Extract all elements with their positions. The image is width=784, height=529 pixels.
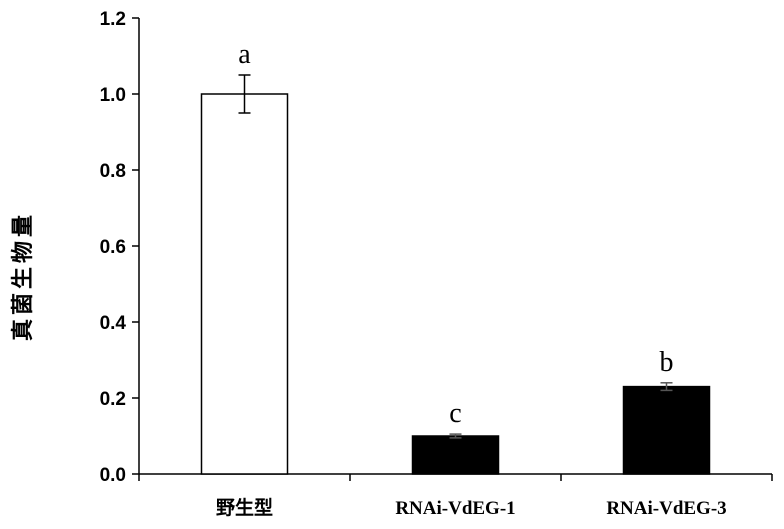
- bar: [411, 435, 500, 475]
- y-tick-label: 0.6: [100, 237, 126, 258]
- x-category-label: RNAi-VdEG-1: [395, 498, 515, 519]
- y-tick-label: 1.0: [100, 85, 126, 106]
- significance-label: a: [238, 39, 251, 70]
- y-tick-label: 1.2: [100, 9, 126, 30]
- bars: [200, 74, 711, 475]
- y-tick-label: 0.4: [100, 313, 127, 334]
- y-tick-label: 0.2: [100, 389, 126, 410]
- y-tick-label: 0.0: [100, 465, 126, 486]
- bar: [200, 93, 289, 475]
- y-tick-label: 0.8: [100, 161, 126, 182]
- x-category-label: 野生型: [216, 496, 273, 519]
- significance-label: b: [660, 347, 674, 378]
- y-axis-title: 真菌生物量: [10, 211, 36, 341]
- bar: [622, 385, 711, 475]
- significance-label: c: [449, 398, 461, 429]
- labels: 0.0 0.2 0.4 0.6 0.8 1.0 1.2 a 野生型 c RNAi-VdEG-1 b RN…: [100, 9, 727, 519]
- x-category-label: RNAi-VdEG-3: [606, 498, 726, 519]
